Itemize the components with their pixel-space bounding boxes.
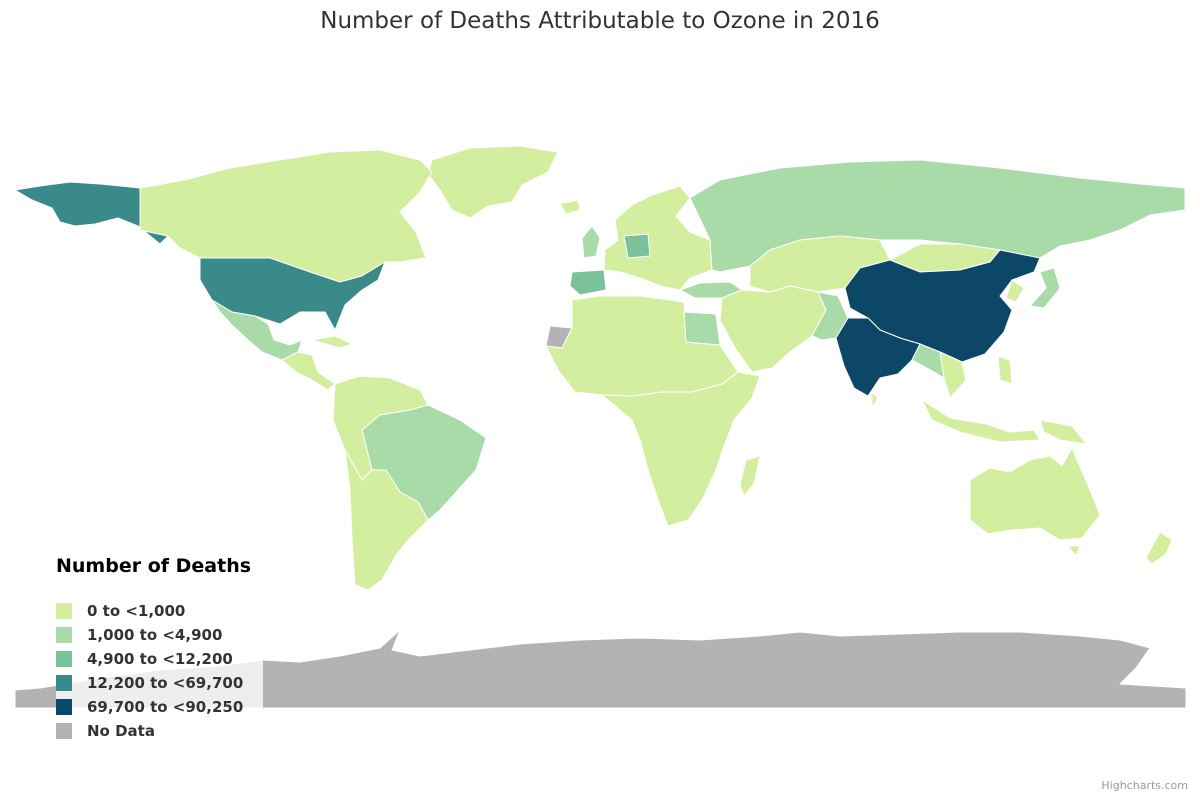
region-mexico[interactable] [211, 299, 303, 361]
legend-label: 1,000 to <4,900 [87, 626, 223, 644]
region-canada[interactable] [139, 149, 433, 283]
legend-label: 4,900 to <12,200 [87, 650, 233, 668]
legend-title: Number of Deaths [56, 555, 252, 577]
region-japan[interactable] [1029, 267, 1061, 309]
legend-item[interactable]: 0 to <1,000 [56, 599, 251, 623]
region-new-zealand[interactable] [1145, 531, 1173, 565]
region-korea[interactable] [1005, 279, 1025, 303]
region-alaska[interactable] [14, 181, 169, 245]
legend-swatch [56, 675, 72, 691]
region-uk[interactable] [581, 225, 601, 259]
region-india[interactable] [835, 317, 921, 397]
region-cuba[interactable] [311, 335, 353, 349]
legend-swatch [56, 723, 72, 739]
region-iceland[interactable] [559, 199, 581, 215]
region-egypt[interactable] [683, 311, 721, 346]
region-bangladesh-myanmar[interactable] [911, 343, 945, 379]
region-australia[interactable] [969, 447, 1101, 541]
region-sri-lanka[interactable] [871, 391, 879, 409]
legend-item[interactable]: 4,900 to <12,200 [56, 647, 251, 671]
region-pakistan[interactable] [811, 291, 849, 341]
legend-swatch [56, 651, 72, 667]
region-indonesia[interactable] [921, 399, 1041, 443]
region-spain[interactable] [569, 269, 607, 296]
region-central-america[interactable] [281, 351, 336, 391]
legend-swatch [56, 603, 72, 619]
legend-swatch [56, 699, 72, 715]
legend: Number of Deaths 0 to <1,000 1,000 to <4,… [56, 553, 264, 749]
region-africa-south[interactable] [601, 371, 761, 527]
region-southeast-asia[interactable] [939, 351, 967, 399]
region-antarctica[interactable] [14, 629, 1187, 709]
region-philippines[interactable] [997, 355, 1013, 385]
legend-item[interactable]: 12,200 to <69,700 [56, 671, 251, 695]
legend-label: 0 to <1,000 [87, 602, 186, 620]
legend-label: 69,700 to <90,250 [87, 698, 244, 716]
region-tasmania[interactable] [1067, 545, 1081, 557]
chart-title: Number of Deaths Attributable to Ozone i… [320, 8, 880, 34]
legend-item[interactable]: No Data [56, 719, 251, 743]
legend-swatch [56, 627, 72, 643]
region-madagascar[interactable] [739, 455, 761, 497]
legend-items: 0 to <1,000 1,000 to <4,900 4,900 to <12,2… [56, 599, 251, 743]
region-south-america-south[interactable] [344, 449, 429, 591]
legend-label: No Data [87, 722, 155, 740]
region-greenland[interactable] [427, 145, 559, 219]
legend-label: 12,200 to <69,700 [87, 674, 244, 692]
region-papua[interactable] [1039, 419, 1087, 445]
region-africa-north[interactable] [545, 295, 739, 397]
legend-item[interactable]: 1,000 to <4,900 [56, 623, 251, 647]
region-europe[interactable] [603, 185, 713, 291]
region-germany[interactable] [623, 233, 651, 259]
credits-link[interactable]: Highcharts.com [1101, 779, 1188, 792]
legend-item[interactable]: 69,700 to <90,250 [56, 695, 251, 719]
region-middle-east[interactable] [719, 285, 827, 373]
